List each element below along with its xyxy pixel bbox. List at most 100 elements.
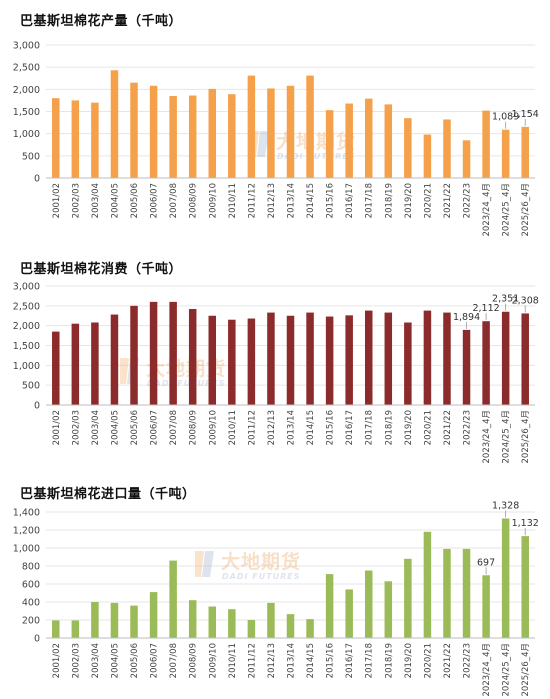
x-tick-label: 2002/03: [71, 183, 81, 218]
import-bar: [325, 574, 334, 638]
production-bar: [404, 118, 412, 178]
x-tick-label: 2023/24_4月: [482, 643, 492, 696]
x-tick-label: 2001/02: [52, 183, 62, 218]
data-label: 1,328: [492, 500, 519, 511]
production-chart-title: 巴基斯坦棉花产量（千吨）: [20, 14, 183, 29]
x-tick-label: 2014/15: [306, 410, 316, 445]
production-bar: [462, 140, 471, 178]
import-bar: [52, 620, 60, 638]
y-tick-label: 0: [34, 174, 40, 185]
consumption-bar: [149, 301, 158, 405]
watermark-name: 大地期货: [276, 130, 356, 153]
production-bar: [247, 75, 256, 178]
y-tick-label: 1,200: [13, 526, 40, 537]
production-bar: [208, 88, 217, 178]
y-tick-label: 1,000: [13, 361, 40, 372]
import-bar: [462, 548, 471, 638]
x-tick-label: 2006/07: [150, 183, 160, 218]
consumption-bar: [384, 312, 393, 405]
production-bar: [384, 104, 393, 178]
data-label: 1,894: [453, 312, 480, 323]
import-bar: [169, 560, 177, 638]
import-bar: [404, 558, 412, 638]
import-bar: [228, 609, 236, 638]
y-tick-label: 400: [22, 598, 40, 609]
x-tick-label: 2004/05: [110, 183, 120, 218]
production-bar: [364, 98, 373, 178]
data-label: 2,308: [512, 295, 539, 306]
consumption-bar: [521, 313, 529, 405]
y-tick-label: 500: [22, 381, 40, 392]
y-tick-label: 1,500: [13, 107, 40, 118]
consumption-bar: [208, 315, 217, 405]
import-bar: [306, 619, 314, 638]
x-tick-label: 2019/20: [404, 410, 414, 445]
x-tick-label: 2009/10: [208, 643, 218, 678]
watermark-name: 大地期货: [221, 550, 301, 573]
x-tick-label: 2017/18: [365, 643, 375, 678]
production-bar: [325, 110, 334, 178]
consumption-bar: [325, 316, 334, 405]
x-tick-label: 2009/10: [208, 183, 218, 218]
y-tick-label: 0: [34, 401, 40, 412]
data-label: 697: [477, 557, 495, 568]
x-tick-label: 2008/09: [189, 410, 199, 445]
x-tick-label: 2015/16: [326, 410, 336, 445]
import-bar: [188, 600, 197, 638]
x-tick-label: 2004/05: [110, 643, 120, 678]
x-tick-label: 2003/04: [91, 643, 101, 678]
data-label: 1,154: [512, 109, 539, 120]
production-bar: [149, 85, 158, 178]
production-chart-panel: 巴基斯坦棉花产量（千吨） 0 500 1,000 1,500 2,000 2,500 3,0…: [0, 0, 550, 236]
x-tick-label: 2009/10: [208, 410, 218, 445]
x-tick-label: 2011/12: [247, 183, 257, 218]
consumption-bar: [91, 322, 99, 405]
consumption-bar: [130, 305, 138, 405]
watermark-name: 大地期货: [146, 357, 226, 380]
consumption-bar: [52, 331, 60, 405]
logo-shape-right: [202, 551, 214, 577]
production-bar: [71, 100, 80, 178]
x-tick-label: 2025/26_4月: [521, 183, 531, 236]
consumption-bar: [423, 310, 432, 405]
production-bar: [130, 82, 138, 178]
x-tick-label: 2023/24_4月: [482, 410, 492, 463]
production-bar: [52, 98, 60, 178]
watermark-english: DADI FUTURES: [277, 152, 356, 161]
x-tick-label: 2022/23: [463, 643, 473, 678]
x-tick-label: 2020/21: [423, 183, 433, 218]
x-tick-label: 2021/22: [443, 183, 453, 218]
import-chart-panel: 巴基斯坦棉花进口量（千吨） 0 200 400 600 800 1,000 1,200 1,4…: [0, 475, 550, 699]
import-bar: [364, 570, 373, 638]
x-tick-label: 2017/18: [365, 183, 375, 218]
x-tick-label: 2007/08: [169, 410, 179, 445]
x-tick-label: 2012/13: [267, 410, 277, 445]
consumption-chart-panel: 巴基斯坦棉花消费（千吨） 0 500 1,000 1,500 2,000 2,500 3,0…: [0, 230, 550, 475]
import-bar: [384, 581, 393, 638]
import-bar: [149, 592, 158, 638]
consumption-bar: [267, 312, 275, 405]
x-tick-label: 2016/17: [345, 410, 355, 445]
x-tick-label: 2003/04: [91, 183, 101, 218]
logo-shape-left: [195, 551, 204, 577]
y-tick-label: 1,400: [13, 508, 40, 519]
import-bar: [482, 575, 490, 638]
y-tick-label: 600: [22, 580, 40, 591]
import-bar: [521, 536, 529, 638]
x-tick-label: 2020/21: [423, 643, 433, 678]
production-bar: [482, 110, 490, 178]
production-bar: [91, 102, 99, 178]
production-bar: [306, 75, 314, 178]
import-bar: [130, 605, 138, 638]
data-label: 1,089: [492, 112, 519, 123]
consumption-bar: [110, 314, 119, 405]
x-tick-label: 2011/12: [247, 643, 257, 678]
import-bar: [501, 518, 510, 638]
production-bar: [345, 103, 353, 178]
consumption-bar: [345, 315, 353, 405]
x-tick-label: 2019/20: [404, 183, 414, 218]
import-chart-title: 巴基斯坦棉花进口量（千吨）: [20, 487, 196, 502]
x-tick-label: 2019/20: [404, 643, 414, 678]
watermark-english: DADI FUTURES: [147, 379, 226, 388]
